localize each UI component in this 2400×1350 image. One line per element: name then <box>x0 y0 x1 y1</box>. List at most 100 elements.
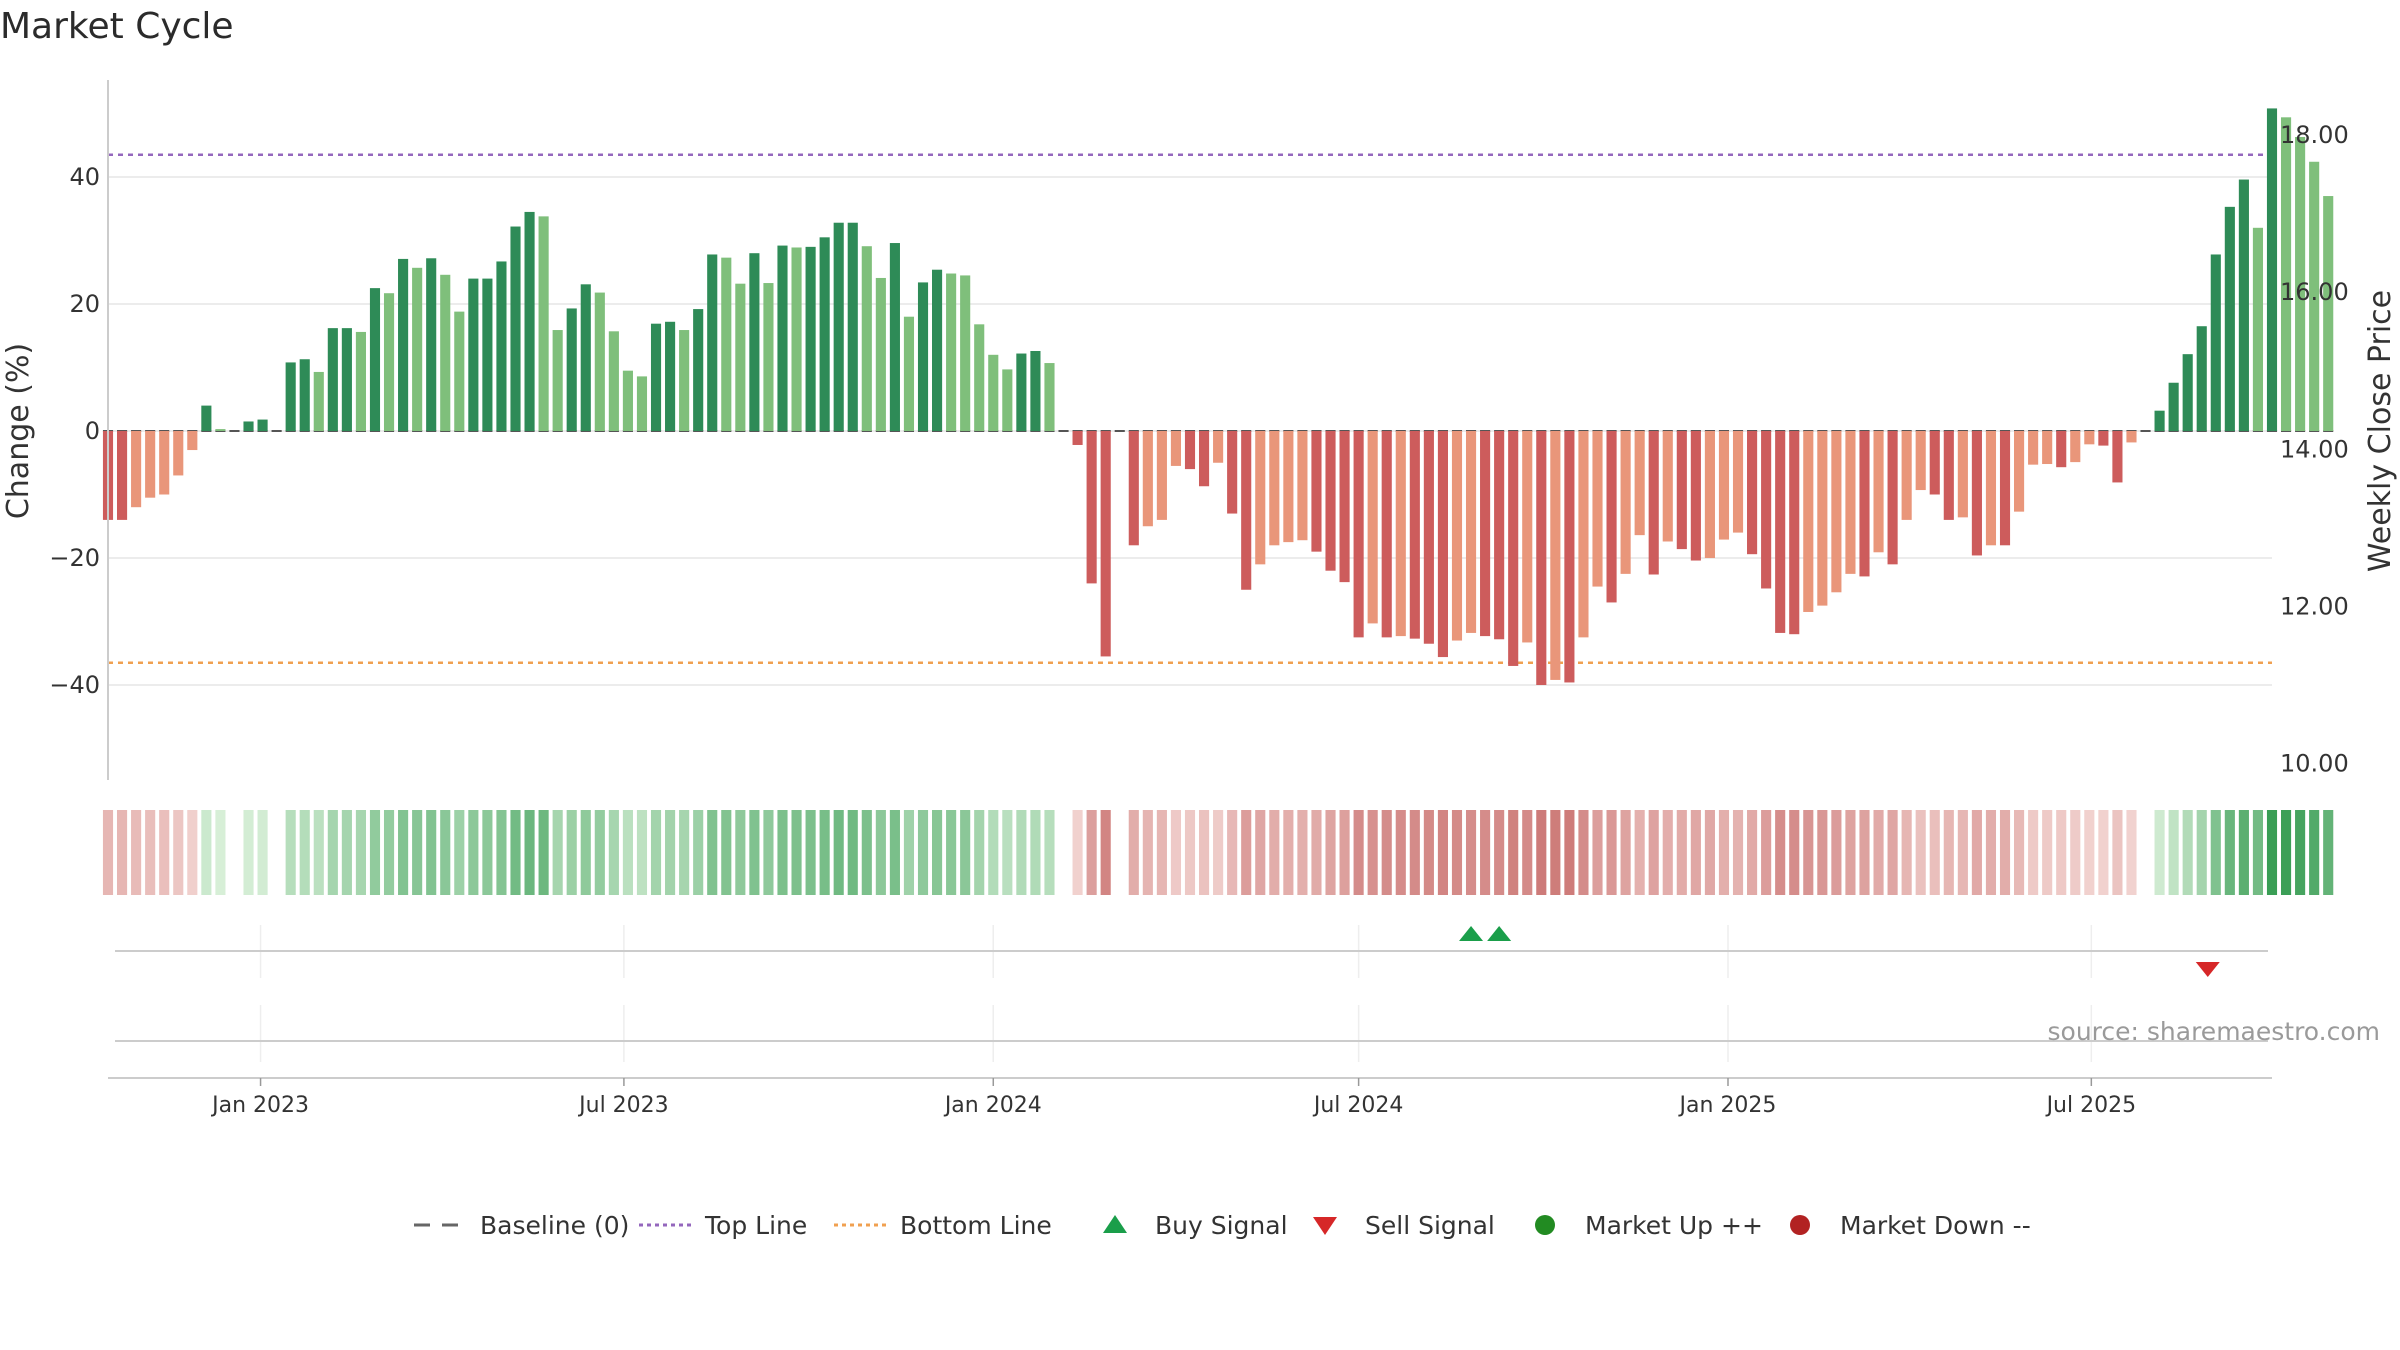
bar <box>1957 431 1968 518</box>
bar <box>1718 431 1730 540</box>
heat-cell <box>1887 810 1898 895</box>
heat-cell <box>988 810 999 895</box>
bar <box>1747 431 1758 555</box>
heat-cell <box>1690 810 1701 895</box>
bar <box>693 309 704 431</box>
bar <box>2084 431 2095 445</box>
bar <box>2056 431 2067 468</box>
bar <box>1030 350 1041 431</box>
bar <box>1775 431 1786 633</box>
x-tick-label: Jan 2023 <box>210 1093 309 1118</box>
bar <box>1184 431 1196 470</box>
heat-cell <box>1676 810 1687 895</box>
bar <box>1283 431 1294 543</box>
heat-cell <box>2168 810 2179 895</box>
heat-cell <box>2238 810 2249 895</box>
axes: −40−200204010.0012.0014.0016.0018.0020.0… <box>1 80 2398 780</box>
heat-cell <box>903 810 915 895</box>
heat-cell <box>173 810 184 895</box>
red-dot-icon <box>1790 1215 1810 1235</box>
heat-cell <box>665 810 676 895</box>
heat-cell <box>847 810 858 895</box>
bar <box>1156 431 1167 520</box>
legend-item: Buy Signal <box>1103 1211 1288 1240</box>
heat-cell <box>1831 810 1842 895</box>
bar <box>1831 431 1842 593</box>
heat-cell <box>1747 810 1758 895</box>
heat-cell <box>1072 810 1083 895</box>
bar <box>131 431 142 508</box>
buy-signal-marker <box>1487 926 1512 941</box>
heat-cell <box>2112 810 2123 895</box>
heat-cell <box>510 810 521 895</box>
heat-cell <box>2309 810 2320 895</box>
bar <box>791 247 802 431</box>
heat-cell <box>805 810 816 895</box>
heat-cell <box>327 810 338 895</box>
bar <box>679 330 690 431</box>
bar <box>1451 431 1463 641</box>
bar <box>1592 431 1603 587</box>
bar <box>1522 431 1533 643</box>
bar <box>1142 431 1153 527</box>
heat-cell <box>1845 810 1856 895</box>
heat-cell <box>1662 810 1673 895</box>
bar <box>1550 431 1561 680</box>
y2-tick-label: 14.00 <box>2280 435 2349 463</box>
y2-tick-label: 12.00 <box>2280 593 2349 621</box>
heat-cell <box>341 810 352 895</box>
heat-cell <box>622 810 633 895</box>
bar <box>974 324 985 431</box>
heat-cell <box>707 810 718 895</box>
bar <box>960 275 971 431</box>
bar <box>1690 431 1701 561</box>
bar <box>1381 431 1392 638</box>
triangle-up-icon <box>1103 1215 1127 1233</box>
bar <box>2280 117 2292 431</box>
heat-cell <box>1227 810 1238 895</box>
bar <box>735 283 746 431</box>
heat-cell <box>496 810 507 895</box>
heat-cell <box>2028 810 2039 895</box>
heat-cell <box>2295 810 2306 895</box>
heat-cell <box>1423 810 1434 895</box>
bar <box>1465 431 1477 633</box>
heat-cell <box>749 810 760 895</box>
heat-cell <box>1184 810 1196 895</box>
bar <box>1016 353 1027 431</box>
heat-cell <box>608 810 619 895</box>
heat-cell <box>145 810 156 895</box>
heat-cell <box>1353 810 1364 895</box>
heat-cell <box>1170 810 1182 895</box>
x-tick-label: Jul 2023 <box>577 1093 669 1118</box>
bar <box>805 246 816 431</box>
heat-cell <box>1915 810 1926 895</box>
bar <box>1704 431 1715 558</box>
heat-cell <box>735 810 746 895</box>
bar <box>1634 431 1645 536</box>
bar <box>1761 431 1772 589</box>
bar <box>1395 431 1406 637</box>
legend-label: Bottom Line <box>900 1211 1052 1240</box>
bar <box>1297 431 1308 541</box>
bar <box>1943 431 1954 520</box>
heat-cell <box>285 810 296 895</box>
heat-cell <box>313 810 324 895</box>
heat-cell <box>861 810 872 895</box>
bar <box>2224 206 2235 431</box>
legend-label: Top Line <box>704 1211 807 1240</box>
x-axis: Jan 2023 Jul 2023 Jan 2024 Jul 2024 Jan 2025… <box>108 1077 2272 1118</box>
legend-label: Sell Signal <box>1365 1211 1495 1240</box>
bar-series <box>102 108 2334 685</box>
heat-cell <box>102 810 114 895</box>
bar <box>159 431 170 495</box>
legend-item: Sell Signal <box>1313 1211 1495 1240</box>
heat-cell <box>1002 810 1013 895</box>
heat-cell <box>2042 810 2053 895</box>
heat-cell <box>1494 810 1505 895</box>
bar <box>889 243 900 431</box>
bar <box>622 370 633 431</box>
heat-cell <box>777 810 788 895</box>
legend-swatch <box>1313 1217 1337 1235</box>
heat-cell <box>1269 810 1280 895</box>
